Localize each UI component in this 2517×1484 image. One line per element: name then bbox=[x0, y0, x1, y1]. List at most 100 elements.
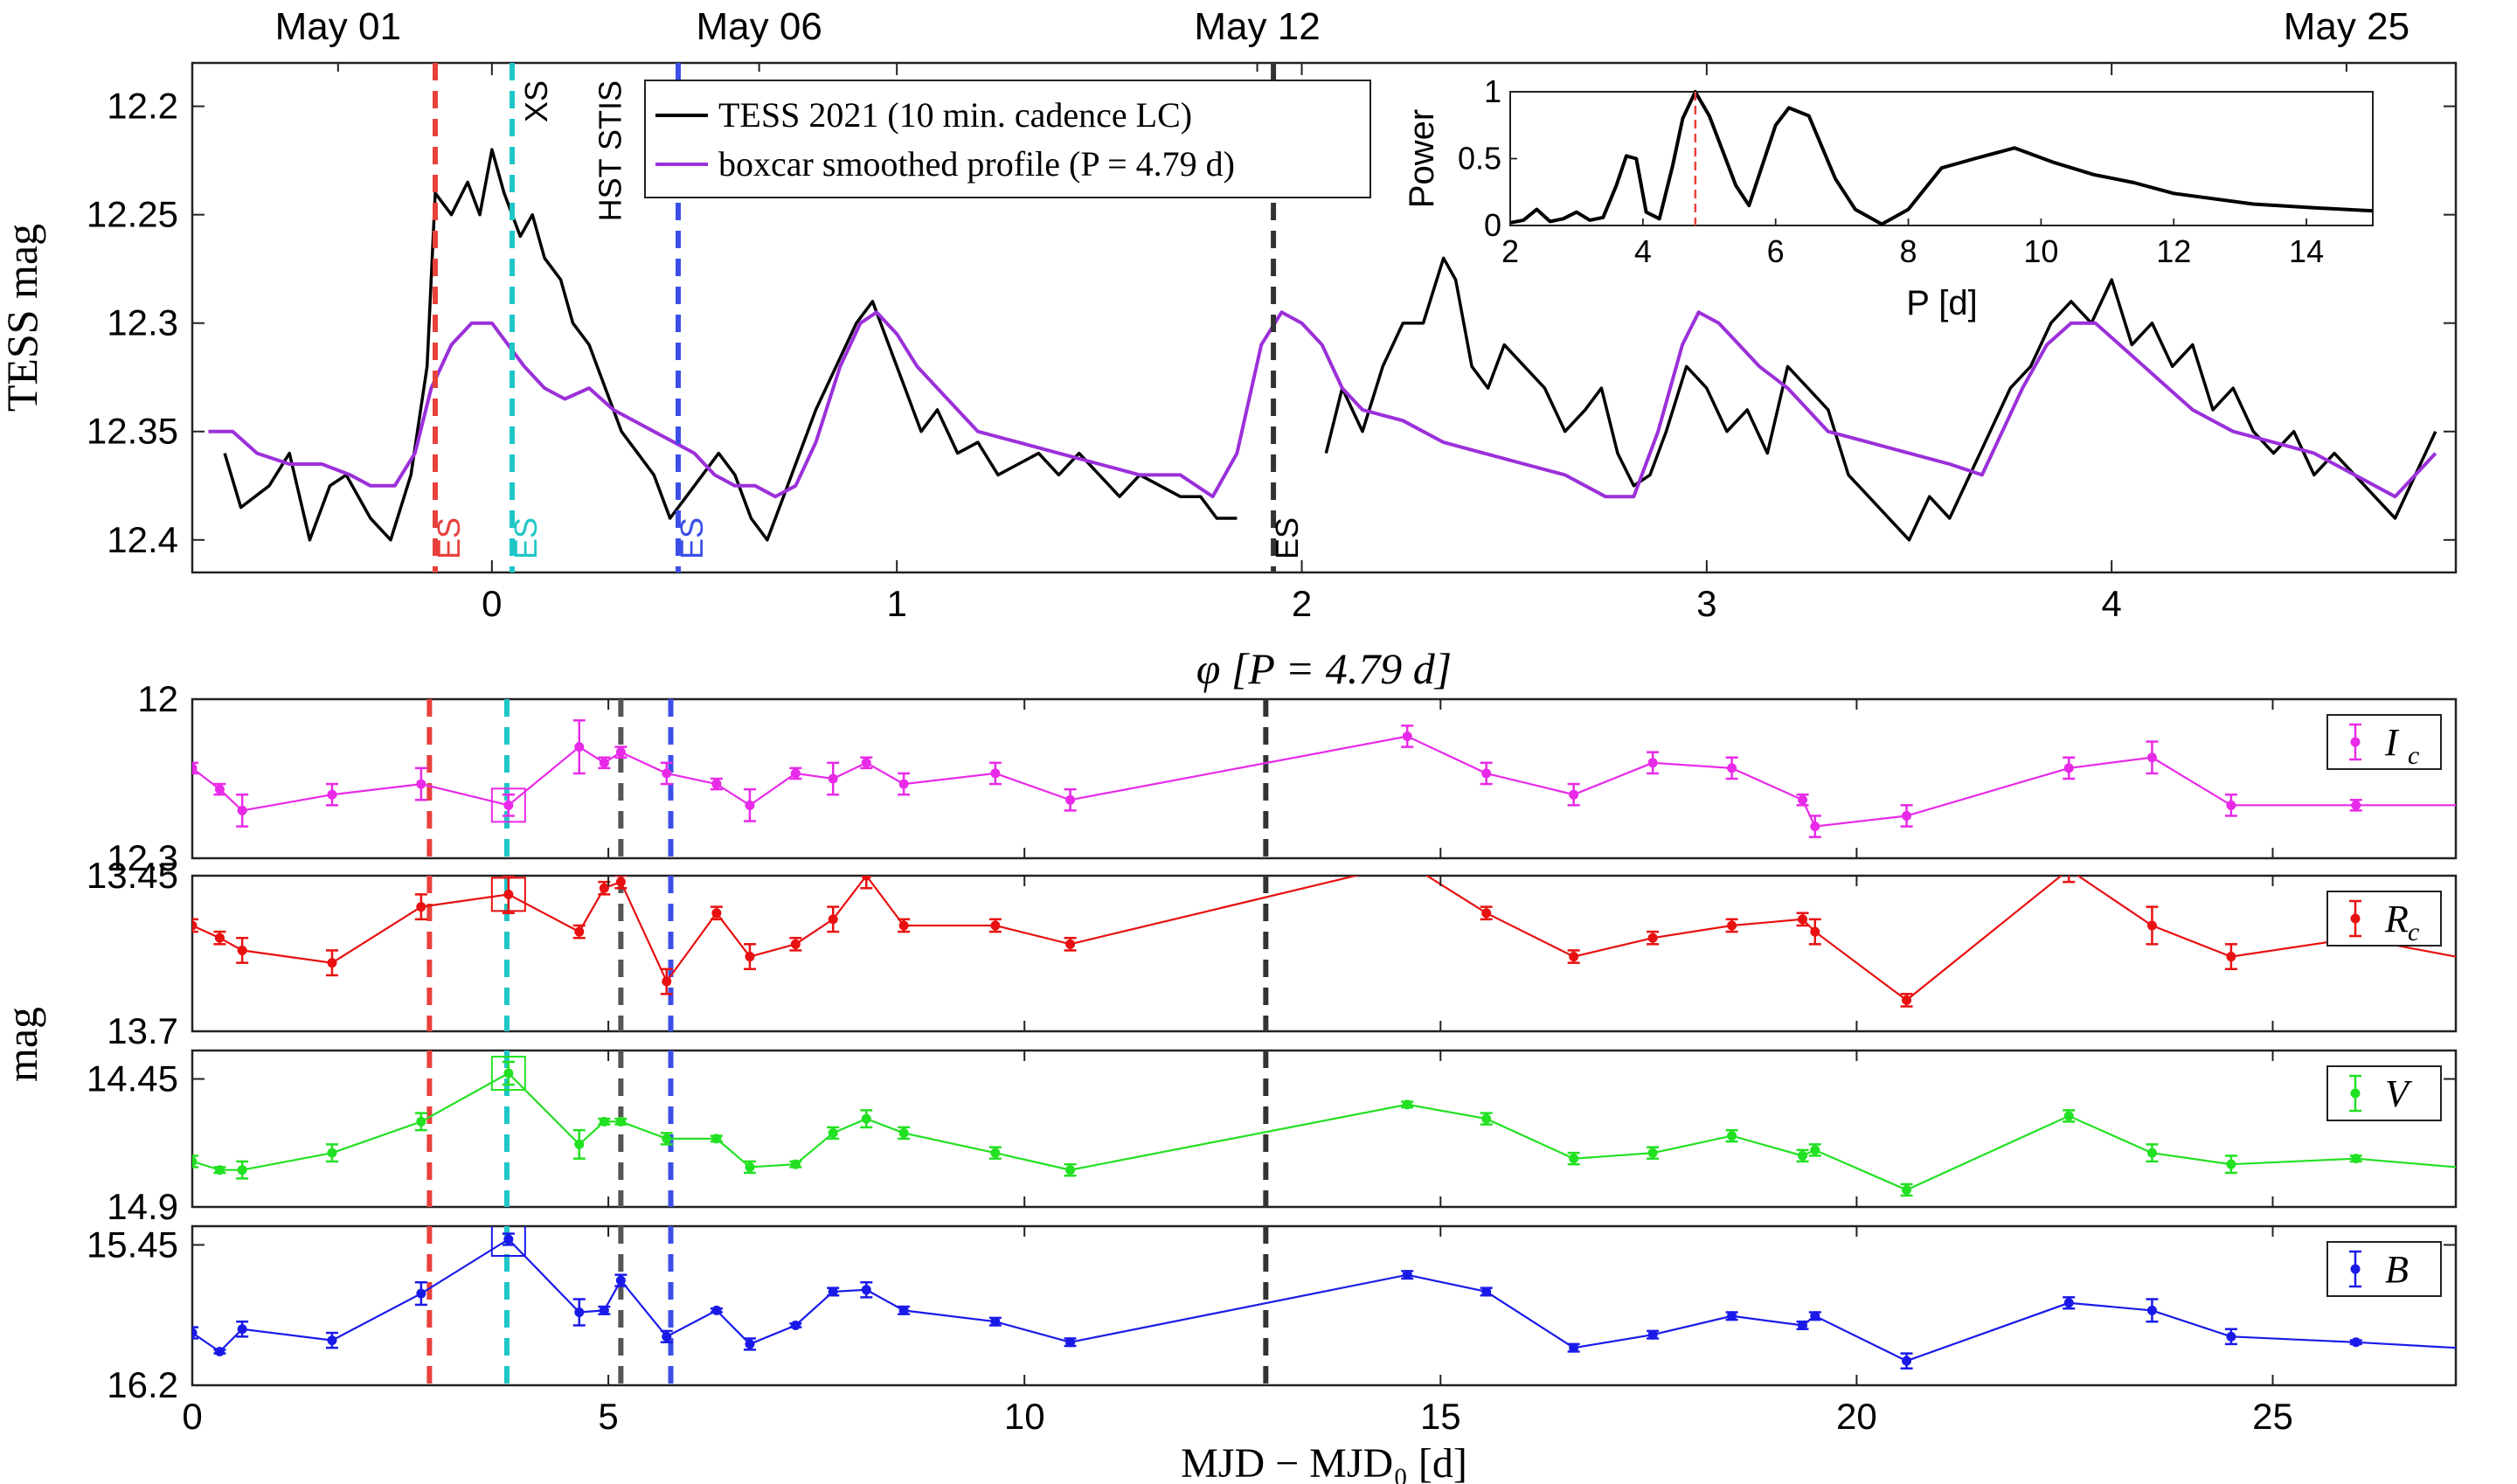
data-point bbox=[1481, 768, 1492, 779]
photometry-frame bbox=[191, 697, 2458, 860]
data-point bbox=[237, 1165, 247, 1175]
data-point bbox=[898, 920, 909, 931]
data-point bbox=[1810, 1311, 1820, 1321]
data-point bbox=[1402, 1270, 1412, 1280]
data-point bbox=[615, 877, 626, 887]
data-point bbox=[711, 779, 722, 789]
data-point bbox=[828, 1127, 838, 1138]
tess-legend-label: TESS 2021 (10 min. cadence LC) bbox=[718, 95, 1192, 135]
data-point bbox=[192, 1328, 198, 1338]
photometry-xtick-label: 5 bbox=[598, 1396, 618, 1437]
band-legend-marker bbox=[2350, 1088, 2361, 1099]
data-point bbox=[2146, 920, 2157, 931]
data-point bbox=[214, 1165, 225, 1175]
tess-vline-label: HST STIS bbox=[592, 80, 628, 221]
data-point bbox=[1727, 1131, 1737, 1141]
data-point bbox=[898, 779, 909, 789]
tess-ytick-label: 12.35 bbox=[87, 411, 178, 452]
data-point bbox=[2226, 800, 2236, 810]
data-point bbox=[711, 1305, 722, 1315]
data-point bbox=[1569, 952, 1579, 962]
photometry-xtick-label: 25 bbox=[2252, 1396, 2293, 1437]
data-point bbox=[615, 1275, 626, 1286]
band-legend-subscript: c bbox=[2408, 918, 2419, 947]
data-point bbox=[2351, 800, 2361, 810]
data-point bbox=[416, 1116, 426, 1127]
data-point bbox=[1569, 1154, 1579, 1164]
data-point bbox=[574, 742, 585, 752]
band-legend-label: I bbox=[2384, 721, 2400, 764]
data-point bbox=[214, 1346, 225, 1356]
tess-date-label: May 25 bbox=[2284, 5, 2410, 48]
data-point bbox=[214, 784, 225, 794]
photometry-xtick-label: 0 bbox=[182, 1396, 202, 1437]
data-point bbox=[503, 800, 514, 810]
data-point bbox=[711, 1134, 722, 1144]
band-legend-label: B bbox=[2385, 1248, 2409, 1291]
data-point bbox=[1569, 1342, 1579, 1353]
data-point bbox=[237, 1324, 247, 1335]
data-point bbox=[1065, 939, 1076, 949]
data-point bbox=[2226, 1159, 2236, 1169]
data-point bbox=[327, 1148, 337, 1158]
tess-vline-label: ES bbox=[1269, 517, 1305, 559]
data-point bbox=[1481, 908, 1492, 919]
tess-light-curve-line bbox=[223, 148, 1238, 542]
data-point bbox=[1810, 1145, 1820, 1155]
data-point bbox=[1065, 794, 1076, 805]
tess-date-label: May 01 bbox=[275, 5, 401, 48]
inset-xtick-label: 6 bbox=[1767, 233, 1785, 269]
data-point bbox=[2063, 1111, 2074, 1121]
data-point bbox=[2226, 1331, 2236, 1342]
data-point bbox=[615, 1116, 626, 1127]
data-point bbox=[574, 1139, 585, 1149]
data-point bbox=[2063, 763, 2074, 773]
data-point bbox=[990, 1316, 1001, 1327]
data-point bbox=[1402, 1099, 1412, 1110]
data-point bbox=[745, 800, 755, 810]
inset-xtick-label: 14 bbox=[2289, 233, 2324, 269]
photometry-panel-b: 15.45 16.2 B bbox=[87, 1224, 2458, 1405]
data-point bbox=[503, 1234, 514, 1245]
data-point bbox=[1727, 1311, 1737, 1321]
data-point bbox=[1798, 914, 1808, 925]
photometry-xtick-label: 20 bbox=[1836, 1396, 1877, 1437]
data-point bbox=[1569, 789, 1579, 800]
data-point bbox=[503, 1068, 514, 1078]
highlight-box bbox=[490, 877, 526, 912]
data-point bbox=[662, 768, 672, 779]
periodogram-line bbox=[1509, 90, 2374, 226]
data-point bbox=[574, 926, 585, 937]
inset-ytick-label: 0.5 bbox=[1458, 141, 1501, 177]
photometry-frame bbox=[191, 1224, 2458, 1387]
photometry-ylabel: mag bbox=[0, 1007, 46, 1082]
inset-xtick-label: 4 bbox=[1634, 233, 1652, 269]
data-point bbox=[416, 779, 426, 789]
data-point bbox=[711, 908, 722, 919]
data-point bbox=[1727, 920, 1737, 931]
data-point bbox=[615, 747, 626, 758]
data-point bbox=[1647, 1329, 1658, 1340]
inset-ytick-label: 0 bbox=[1484, 207, 1501, 243]
data-point bbox=[861, 876, 871, 881]
data-point bbox=[828, 914, 838, 925]
band-legend-box bbox=[2326, 891, 2442, 947]
tess-legend-label: boxcar smoothed profile (P = 4.79 d) bbox=[718, 144, 1235, 184]
data-point bbox=[192, 920, 198, 931]
tess-xtick-label: 3 bbox=[1696, 583, 1716, 624]
tess-vline-label: XS bbox=[518, 80, 554, 122]
data-point bbox=[662, 1331, 672, 1342]
highlight-box bbox=[490, 1226, 526, 1257]
data-point bbox=[327, 958, 337, 968]
data-point bbox=[1647, 1148, 1658, 1158]
data-point bbox=[1065, 1165, 1076, 1175]
data-point bbox=[2146, 1305, 2157, 1315]
photometry-xlabel: MJD − MJD₀ [d] bbox=[1181, 1440, 1467, 1484]
photometry-ytick-label: 12 bbox=[137, 678, 178, 719]
data-point bbox=[745, 952, 755, 962]
data-point bbox=[1902, 995, 1912, 1005]
data-point bbox=[327, 789, 337, 800]
band-legend-subscript: c bbox=[2408, 741, 2419, 770]
photometry-panel-i: 12 12.3 I c bbox=[107, 678, 2458, 878]
data-point bbox=[1810, 822, 1820, 832]
